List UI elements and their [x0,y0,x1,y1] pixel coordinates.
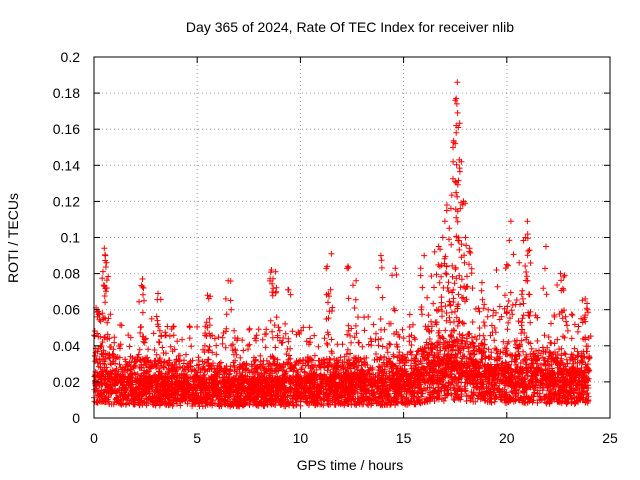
y-tick-label: 0.02 [53,374,80,390]
x-tick-label: 20 [499,430,515,446]
axis-ticks: 0 5 10 15 20 25 0 0.02 0.04 0.06 0.08 0.1 0.12 0.14 0.… [53,49,618,446]
y-tick-label: 0.18 [53,85,80,101]
x-tick-label: 15 [396,430,412,446]
x-tick-label: 25 [602,430,618,446]
data-points [91,79,594,410]
y-tick-label: 0.08 [53,266,80,282]
y-tick-label: 0 [72,410,80,426]
x-tick-label: 0 [90,430,98,446]
y-tick-label: 0.16 [53,121,80,137]
y-tick-label: 0.12 [53,193,80,209]
y-axis-label: ROTI / TECUs [5,193,21,283]
x-tick-label: 5 [193,430,201,446]
chart-title: Day 365 of 2024, Rate Of TEC Index for r… [186,19,514,35]
y-tick-label: 0.2 [61,49,81,65]
y-tick-label: 0.14 [53,157,80,173]
x-axis-label: GPS time / hours [297,457,404,473]
y-tick-label: 0.1 [61,230,81,246]
y-tick-label: 0.06 [53,302,80,318]
y-tick-label: 0.04 [53,338,80,354]
x-tick-label: 10 [293,430,309,446]
roti-series-points [91,79,594,410]
